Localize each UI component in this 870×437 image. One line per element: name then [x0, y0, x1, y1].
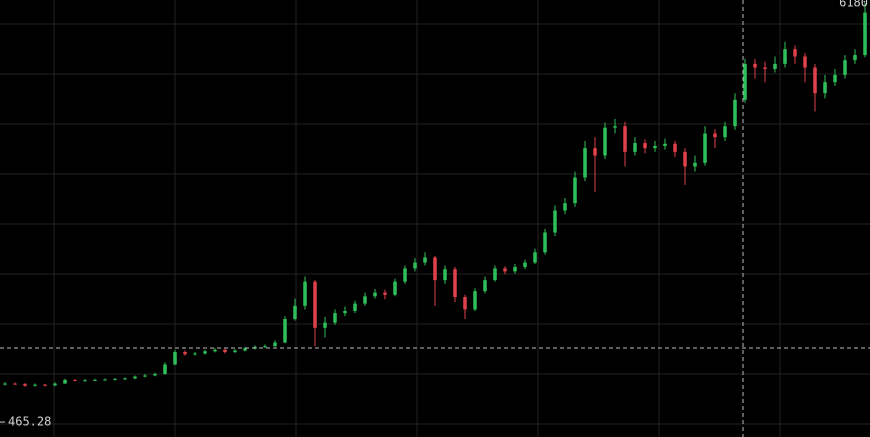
- candle-body: [853, 55, 857, 61]
- candle-body: [483, 280, 487, 292]
- candle-body: [283, 319, 287, 343]
- candle-body: [223, 349, 227, 353]
- candle-body: [13, 383, 17, 385]
- candle-body: [33, 384, 37, 386]
- candle-body: [753, 63, 757, 68]
- candle-body: [173, 352, 177, 365]
- candle-body: [423, 257, 427, 263]
- candle-body: [233, 350, 237, 353]
- candle-body: [763, 67, 767, 69]
- candle-body: [533, 252, 537, 263]
- candle-body: [353, 303, 357, 311]
- candle-body: [263, 346, 267, 348]
- candle-body: [743, 63, 747, 100]
- candle-body: [323, 322, 327, 328]
- candle-body: [563, 203, 567, 211]
- candle-body: [453, 269, 457, 298]
- candle-body: [663, 143, 667, 146]
- candle-body: [603, 127, 607, 156]
- candle-body: [313, 281, 317, 328]
- candle-body: [433, 257, 437, 281]
- candle-body: [543, 232, 547, 253]
- candle-body: [683, 151, 687, 167]
- candle-body: [503, 268, 507, 272]
- candle-body: [463, 297, 467, 310]
- candle-body: [573, 177, 577, 204]
- candle-body: [163, 364, 167, 375]
- candle-body: [183, 352, 187, 355]
- candle-body: [193, 353, 197, 355]
- candle-body: [793, 49, 797, 57]
- candle-body: [3, 383, 7, 385]
- candle-body: [523, 262, 527, 267]
- candle-body: [553, 210, 557, 233]
- candle-body: [203, 351, 207, 354]
- candle-body: [273, 342, 277, 347]
- candle-body: [583, 148, 587, 178]
- candle-body: [43, 384, 47, 386]
- candle-body: [693, 162, 697, 167]
- candle-body: [773, 63, 777, 69]
- candle-body: [733, 99, 737, 127]
- candle-body: [623, 126, 627, 152]
- candle-body: [73, 379, 77, 381]
- candle-body: [293, 305, 297, 320]
- candle-body: [863, 12, 867, 56]
- candle-body: [143, 375, 147, 377]
- candle-body: [363, 296, 367, 304]
- candle-body: [63, 379, 67, 384]
- candle-body: [813, 67, 817, 94]
- candle-body: [613, 126, 617, 128]
- candle-body: [783, 49, 787, 64]
- candle-body: [103, 379, 107, 381]
- candle-body: [513, 266, 517, 272]
- candle-body: [333, 313, 337, 323]
- candle-body: [493, 268, 497, 281]
- candle-body: [23, 383, 27, 386]
- candle-body: [393, 281, 397, 295]
- candle-body: [443, 269, 447, 281]
- candle-body: [83, 380, 87, 382]
- candle-body: [243, 348, 247, 351]
- candle-body: [673, 143, 677, 152]
- candle-body: [833, 74, 837, 83]
- candle-body: [843, 60, 847, 75]
- candle-body: [473, 291, 477, 310]
- candle-body: [93, 379, 97, 381]
- candle-body: [633, 143, 637, 152]
- candle-body: [153, 374, 157, 376]
- candle-body: [803, 56, 807, 68]
- candle-body: [343, 310, 347, 314]
- candle-body: [383, 292, 387, 295]
- candle-body: [373, 292, 377, 297]
- candle-body: [713, 133, 717, 138]
- candle-body: [213, 349, 217, 352]
- candle-body: [113, 379, 117, 381]
- candle-body: [53, 383, 57, 386]
- candle-body: [403, 268, 407, 282]
- y-tick-label: 465.28: [8, 415, 51, 429]
- candle-body: [303, 281, 307, 306]
- candle-body: [133, 376, 137, 379]
- candle-body: [703, 133, 707, 163]
- candle-body: [643, 143, 647, 149]
- candle-body: [413, 262, 417, 269]
- candle-body: [653, 145, 657, 149]
- candle-body: [593, 148, 597, 156]
- price-label: 6180: [839, 0, 868, 10]
- candle-body: [723, 126, 727, 138]
- candle-body: [823, 82, 827, 94]
- candle-body: [123, 378, 127, 380]
